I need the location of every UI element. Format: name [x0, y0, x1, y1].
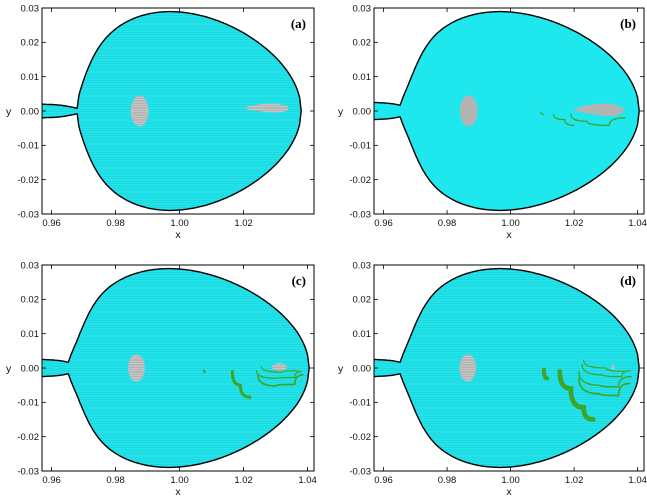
y-tick-label: -0.01: [349, 141, 371, 152]
panel-label: (d): [620, 273, 636, 288]
stable-island-1: [128, 354, 145, 382]
y-tick-label: 0.01: [353, 329, 372, 340]
x-tick-label: 0.98: [438, 218, 457, 229]
x-axis-label: x: [175, 229, 181, 241]
panel-d: 0.03 0.02 0.01 0.00 -0.01 -0.02 -0.030.96 0.98 1…: [338, 260, 647, 498]
y-tick-label: 0.00: [353, 106, 372, 117]
y-tick-label: 0.03: [353, 3, 372, 14]
x-axis-label: x: [506, 486, 512, 498]
y-axis-label: y: [338, 106, 344, 118]
y-tick-label: 0.03: [21, 3, 40, 14]
chaotic-band-2: [552, 113, 575, 127]
allowed-region: [374, 11, 640, 211]
x-tick-label: 0.98: [106, 218, 125, 229]
boundary-upper: [374, 10, 640, 112]
stable-island-1: [459, 354, 476, 382]
chaotic-band-3: [578, 370, 632, 388]
boundary-upper: [42, 267, 310, 369]
y-tick-label: -0.02: [17, 432, 39, 443]
chaotic-band-2: [257, 374, 304, 387]
boundary-lower: [374, 367, 640, 469]
x-tick-label: 1.04: [298, 475, 317, 486]
y-tick-label: 0.00: [21, 363, 40, 374]
x-tick-label: 1.00: [501, 218, 520, 229]
y-tick-label: -0.02: [17, 175, 39, 186]
boundary-upper: [374, 267, 640, 369]
panel-label: (c): [292, 273, 306, 288]
chaotic-band-1: [230, 369, 252, 399]
panel-label: (a): [291, 16, 306, 31]
y-tick-label: 0.02: [353, 295, 372, 306]
panel-b: 0.03 0.02 0.01 0.00 -0.01 -0.02 -0.030.96 0.98 1…: [338, 3, 647, 241]
chaotic-band-6: [541, 367, 550, 381]
y-tick-label: 0.01: [21, 329, 40, 340]
x-tick-label: 1.00: [170, 475, 189, 486]
chaotic-band-1: [557, 368, 596, 422]
boundary-lower: [42, 110, 302, 212]
y-tick-label: -0.02: [349, 432, 371, 443]
y-tick-label: 0.01: [353, 72, 372, 83]
boundary-upper: [42, 10, 302, 112]
y-tick-label: 0.02: [353, 38, 372, 49]
x-tick-label: 1.02: [565, 218, 584, 229]
chaotic-band-3: [540, 111, 545, 115]
x-tick-label: 0.96: [374, 218, 393, 229]
y-tick-label: 0.03: [21, 260, 40, 271]
boundary-lower: [374, 110, 640, 212]
y-tick-label: -0.03: [17, 209, 39, 220]
y-tick-label: -0.03: [17, 466, 39, 477]
stable-island-1: [130, 95, 149, 127]
chaotic-band-5: [202, 369, 207, 373]
chaotic-band-1: [570, 113, 626, 127]
y-tick-label: -0.01: [17, 141, 39, 152]
chaotic-band-2: [578, 377, 631, 397]
y-tick-label: 0.00: [353, 363, 372, 374]
chaotic-band-5: [583, 359, 626, 372]
y-axis-label: y: [6, 106, 12, 118]
allowed-region: [42, 11, 302, 211]
x-tick-label: 1.00: [170, 218, 189, 229]
panel-label: (b): [620, 16, 636, 31]
y-tick-label: 0.01: [21, 72, 40, 83]
stable-island-2: [610, 365, 616, 370]
chaotic-band-4: [260, 365, 299, 373]
y-tick-label: 0.02: [21, 295, 40, 306]
x-tick-label: 1.04: [628, 218, 647, 229]
y-tick-label: 0.00: [21, 106, 40, 117]
y-axis-label: y: [6, 363, 12, 375]
x-tick-label: 0.96: [42, 475, 61, 486]
allowed-region: [42, 268, 310, 468]
y-tick-label: -0.01: [17, 398, 39, 409]
x-axis-label: x: [506, 229, 512, 241]
x-tick-label: 1.02: [234, 475, 253, 486]
y-tick-label: -0.02: [349, 175, 371, 186]
x-tick-label: 1.02: [565, 475, 584, 486]
stable-island-1: [459, 95, 478, 127]
boundary-lower: [42, 367, 310, 469]
chaotic-band-3: [255, 370, 302, 379]
x-tick-label: 0.98: [438, 475, 457, 486]
panel-c: 0.03 0.02 0.01 0.00 -0.01 -0.02 -0.030.96 0.98 1…: [6, 260, 317, 498]
allowed-region: [374, 268, 640, 468]
x-tick-label: 1.02: [234, 218, 253, 229]
x-tick-label: 0.96: [374, 475, 393, 486]
x-tick-label: 1.04: [628, 475, 647, 486]
y-axis-label: y: [338, 363, 344, 375]
chaotic-band-4: [581, 364, 632, 378]
x-tick-label: 0.98: [106, 475, 125, 486]
y-tick-label: 0.03: [353, 260, 372, 271]
x-tick-label: 0.96: [42, 218, 61, 229]
y-tick-label: -0.03: [349, 209, 371, 220]
y-tick-label: -0.01: [349, 398, 371, 409]
y-tick-label: 0.02: [21, 38, 40, 49]
x-tick-label: 1.00: [501, 475, 520, 486]
y-tick-label: -0.03: [349, 466, 371, 477]
stable-island-2: [272, 363, 287, 371]
stable-island-2: [242, 103, 289, 113]
panel-a: 0.03 0.02 0.01 0.00 -0.01 -0.02 -0.030.96 0.98 1…: [6, 3, 315, 241]
x-axis-label: x: [175, 486, 181, 498]
stable-island-2: [572, 103, 624, 116]
